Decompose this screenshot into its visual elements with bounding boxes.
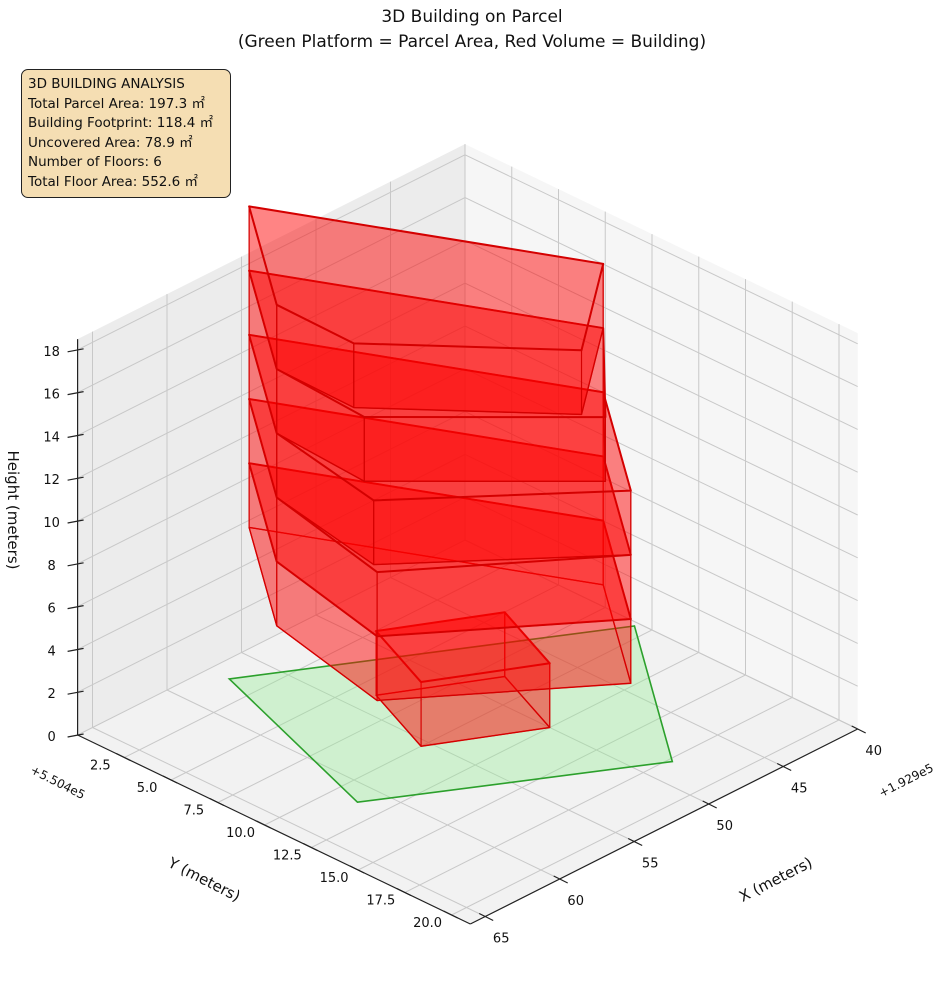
y-tick-label: 12.5	[273, 849, 302, 864]
floor-6-top	[248, 205, 605, 352]
z-tick-label: 18	[43, 345, 60, 360]
z-tick-label: 16	[43, 388, 60, 403]
x-tick-label: 60	[567, 894, 584, 909]
y-tick	[209, 797, 225, 807]
floor-6-wall	[353, 342, 583, 416]
z-tick-label: 14	[43, 430, 60, 445]
x-tick	[702, 800, 717, 809]
x-tick	[776, 762, 792, 772]
z-tick-label: 12	[43, 473, 60, 488]
z-tick-label: 0	[47, 730, 55, 745]
z-tick	[67, 348, 84, 353]
gridline-z	[77, 239, 858, 436]
y-tick-label: 20.0	[413, 916, 442, 931]
z-tick-label: 10	[43, 516, 60, 531]
y-tick	[443, 910, 458, 919]
gridline-z	[77, 197, 858, 394]
z-tick-label: 2	[47, 687, 55, 702]
z-tick	[67, 562, 84, 567]
y-tick-label: 15.0	[320, 871, 349, 886]
z-tick	[67, 519, 84, 524]
z-tick	[67, 433, 84, 438]
back-left-pane	[77, 144, 465, 736]
y-tick	[349, 865, 365, 874]
x-offset-label: +1.929e5	[877, 761, 936, 800]
x-tick	[627, 837, 643, 847]
x-tick	[478, 912, 494, 922]
info-line: Building Footprint: 118.4 ㎡	[28, 115, 214, 131]
y-tick-label: 10.0	[226, 826, 255, 841]
gridline-z	[77, 282, 858, 479]
gridline-z	[77, 154, 858, 351]
gridline-z	[77, 453, 858, 650]
y-tick-label: 17.5	[366, 894, 395, 909]
back-right-pane	[465, 144, 858, 730]
floor-5-wall	[363, 416, 606, 482]
y-tick	[162, 775, 178, 784]
info-line: Total Parcel Area: 197.3 ㎡	[28, 95, 205, 112]
z-tick-label: 6	[47, 602, 55, 617]
z-tick-label: 8	[47, 559, 55, 574]
analysis-info-box: 3D BUILDING ANALYSIS Total Parcel Area: …	[21, 69, 231, 198]
y-tick-label: 7.5	[184, 804, 205, 819]
z-axis-label: Height (meters)	[4, 451, 22, 570]
info-line: Uncovered Area: 78.9 ㎡	[28, 134, 193, 151]
gridline-z	[77, 325, 858, 522]
floor-1-top	[375, 611, 551, 684]
floor-pane	[77, 540, 858, 924]
info-line: Number of Floors: 6	[28, 154, 162, 170]
y-tick	[116, 752, 131, 762]
z-tick-label: 4	[47, 644, 55, 659]
info-line: Total Floor Area: 552.6 ㎡	[28, 173, 199, 190]
z-tick	[67, 690, 84, 695]
gridline-z	[77, 368, 858, 565]
x-axis-label: X (meters)	[736, 853, 815, 905]
y-tick-label: 2.5	[90, 759, 111, 774]
y-tick	[303, 842, 318, 852]
gridline-z	[77, 539, 858, 736]
y-tick	[256, 820, 271, 829]
x-tick-label: 65	[493, 932, 510, 947]
z-tick	[67, 391, 84, 396]
x-tick-label: 55	[642, 857, 659, 872]
z-tick	[67, 733, 84, 738]
x-tick-label: 40	[865, 744, 882, 759]
x-tick-label: 50	[716, 819, 733, 834]
y-axis-label: Y (meters)	[164, 853, 243, 905]
y-tick	[396, 887, 412, 897]
y-offset-label: +5.504e5	[28, 763, 87, 802]
x-axis-line	[470, 728, 858, 925]
x-tick	[553, 875, 568, 884]
z-tick	[67, 605, 84, 610]
x-tick	[851, 725, 866, 734]
info-heading: 3D BUILDING ANALYSIS	[28, 76, 185, 92]
chart-title: 3D Building on Parcel	[381, 7, 563, 27]
z-tick	[67, 476, 84, 481]
chart-subtitle: (Green Platform = Parcel Area, Red Volum…	[237, 32, 707, 52]
y-tick-label: 5.0	[137, 781, 158, 796]
parcel-platform	[227, 625, 674, 804]
x-tick-label: 45	[791, 782, 808, 797]
z-tick	[67, 647, 84, 652]
floor-4-wall	[373, 490, 632, 566]
